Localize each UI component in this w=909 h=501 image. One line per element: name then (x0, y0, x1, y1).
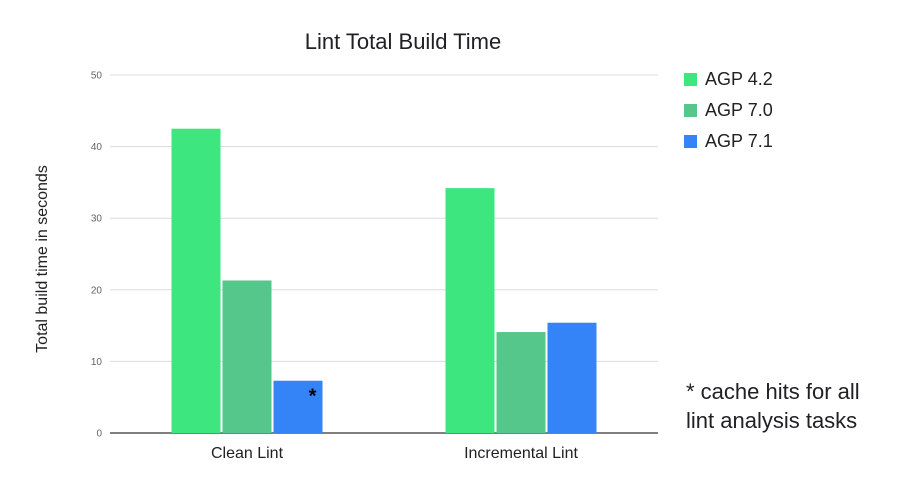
bar-annotation-asterisk: * (309, 386, 317, 408)
y-tick-labels: 0 10 20 30 40 50 (91, 71, 103, 440)
y-tick-label: 50 (91, 71, 103, 82)
legend-swatch (684, 73, 697, 86)
category-label: Incremental Lint (464, 445, 578, 462)
chart-title: Lint Total Build Time (305, 29, 501, 54)
footnote-line-1: * cache hits for all (686, 379, 860, 404)
bar-incremental-lint-agp-7-1 (547, 322, 597, 433)
bars: * (171, 128, 597, 433)
y-tick-label: 30 (91, 214, 103, 225)
legend-swatch (684, 104, 697, 117)
bar-incremental-lint-agp-7-0 (496, 332, 546, 433)
bar-clean-lint-agp-7-0 (222, 280, 272, 433)
footnote: * cache hits for all lint analysis tasks (686, 379, 860, 433)
legend: AGP 4.2 AGP 7.0 AGP 7.1 (684, 69, 773, 151)
bar-incremental-lint-agp-4-2 (445, 188, 495, 433)
category-label: Clean Lint (211, 445, 284, 462)
y-tick-label: 40 (91, 142, 103, 153)
legend-label: AGP 7.0 (705, 100, 773, 120)
bar-clean-lint-agp-4-2 (171, 128, 221, 433)
bar-clean-lint-agp-7-1 (273, 380, 323, 433)
legend-swatch (684, 135, 697, 148)
footnote-line-2: lint analysis tasks (686, 408, 857, 433)
y-tick-label: 0 (96, 429, 102, 440)
category-labels: Clean Lint Incremental Lint (211, 445, 578, 462)
legend-label: AGP 4.2 (705, 69, 773, 89)
y-tick-label: 20 (91, 285, 103, 296)
legend-label: AGP 7.1 (705, 131, 773, 151)
y-axis-label: Total build time in seconds (34, 165, 51, 353)
y-tick-label: 10 (91, 357, 103, 368)
